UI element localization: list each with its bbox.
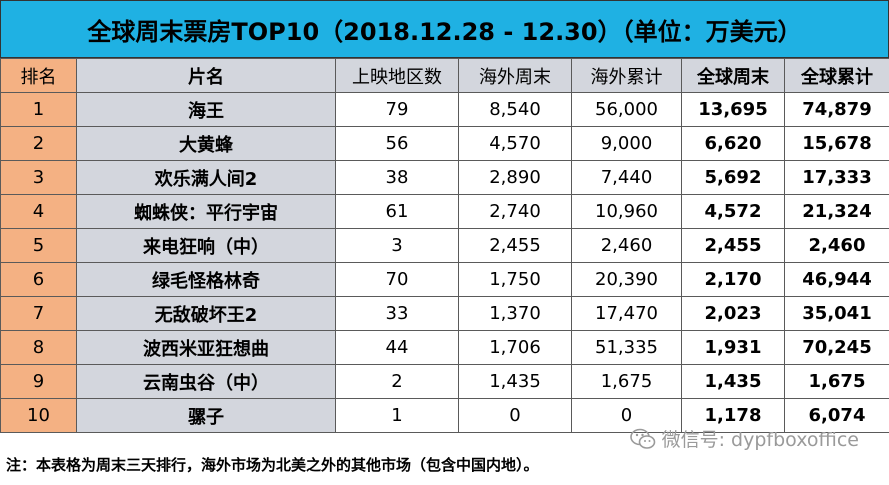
intl-total-cell: 10,960 — [571, 194, 682, 229]
table-header-row: 排名 片名 上映地区数 海外周末 海外累计 全球周末 全球累计 — [0, 58, 889, 93]
global-weekend-cell: 1,931 — [681, 330, 785, 365]
intl-weekend-cell: 1,750 — [458, 262, 572, 297]
rank-cell: 4 — [0, 194, 77, 229]
film-name-cell: 骡子 — [76, 398, 336, 433]
header-intl-total: 海外累计 — [571, 58, 682, 93]
intl-total-cell: 17,470 — [571, 296, 682, 331]
rank-cell: 2 — [0, 126, 77, 161]
rank-cell: 8 — [0, 330, 77, 365]
intl-total-cell: 51,335 — [571, 330, 682, 365]
film-name-cell: 来电狂响（中） — [76, 228, 336, 263]
film-name-cell: 波西米亚狂想曲 — [76, 330, 336, 365]
footnote: 注：本表格为周末三天排行，海外市场为北美之外的其他市场（包含中国内地）。 — [6, 456, 539, 474]
table-row: 7 无敌破坏王2 33 1,370 17,470 2,023 35,041 — [0, 296, 889, 331]
global-total-cell: 21,324 — [784, 194, 889, 229]
global-total-cell: 2,460 — [784, 228, 889, 263]
global-total-cell: 35,041 — [784, 296, 889, 331]
intl-weekend-cell: 2,890 — [458, 160, 572, 195]
film-name-cell: 云南虫谷（中） — [76, 364, 336, 399]
box-office-table: 排名 片名 上映地区数 海外周末 海外累计 全球周末 全球累计 1 海王 79 8,5… — [0, 58, 889, 433]
table-row: 3 欢乐满人间2 38 2,890 7,440 5,692 17,333 — [0, 160, 889, 195]
rank-cell: 1 — [0, 92, 77, 127]
regions-cell: 2 — [335, 364, 459, 399]
rank-cell: 3 — [0, 160, 77, 195]
regions-cell: 3 — [335, 228, 459, 263]
global-total-cell: 15,678 — [784, 126, 889, 161]
header-film: 片名 — [76, 58, 336, 93]
intl-weekend-cell: 4,570 — [458, 126, 572, 161]
intl-total-cell: 1,675 — [571, 364, 682, 399]
global-total-cell: 46,944 — [784, 262, 889, 297]
table-row: 8 波西米亚狂想曲 44 1,706 51,335 1,931 70,245 — [0, 330, 889, 365]
global-total-cell: 74,879 — [784, 92, 889, 127]
film-name-cell: 大黄蜂 — [76, 126, 336, 161]
intl-weekend-cell: 2,740 — [458, 194, 572, 229]
rank-cell: 7 — [0, 296, 77, 331]
global-weekend-cell: 6,620 — [681, 126, 785, 161]
intl-weekend-cell: 8,540 — [458, 92, 572, 127]
intl-weekend-cell: 1,435 — [458, 364, 572, 399]
table-row: 6 绿毛怪格林奇 70 1,750 20,390 2,170 46,944 — [0, 262, 889, 297]
intl-total-cell: 20,390 — [571, 262, 682, 297]
intl-weekend-cell: 2,455 — [458, 228, 572, 263]
header-intl-weekend: 海外周末 — [458, 58, 572, 93]
page-title: 全球周末票房TOP10（2018.12.28 - 12.30）（单位：万美元） — [0, 0, 889, 58]
header-regions: 上映地区数 — [335, 58, 459, 93]
header-rank: 排名 — [0, 58, 77, 93]
table-row: 4 蜘蛛侠：平行宇宙 61 2,740 10,960 4,572 21,324 — [0, 194, 889, 229]
rank-cell: 6 — [0, 262, 77, 297]
table-row: 1 海王 79 8,540 56,000 13,695 74,879 — [0, 92, 889, 127]
film-name-cell: 无敌破坏王2 — [76, 296, 336, 331]
rank-cell: 10 — [0, 398, 77, 433]
global-weekend-cell: 2,455 — [681, 228, 785, 263]
film-name-cell: 欢乐满人间2 — [76, 160, 336, 195]
intl-total-cell: 56,000 — [571, 92, 682, 127]
intl-total-cell: 7,440 — [571, 160, 682, 195]
watermark-text: 微信号: dypfboxoffice — [661, 429, 859, 451]
header-global-weekend: 全球周末 — [681, 58, 785, 93]
global-weekend-cell: 1,435 — [681, 364, 785, 399]
table-row: 9 云南虫谷（中） 2 1,435 1,675 1,435 1,675 — [0, 364, 889, 399]
regions-cell: 38 — [335, 160, 459, 195]
regions-cell: 79 — [335, 92, 459, 127]
rank-cell: 9 — [0, 364, 77, 399]
film-name-cell: 蜘蛛侠：平行宇宙 — [76, 194, 336, 229]
global-weekend-cell: 2,023 — [681, 296, 785, 331]
intl-weekend-cell: 0 — [458, 398, 572, 433]
regions-cell: 61 — [335, 194, 459, 229]
global-total-cell: 6,074 — [784, 398, 889, 433]
global-weekend-cell: 2,170 — [681, 262, 785, 297]
intl-total-cell: 0 — [571, 398, 682, 433]
header-global-total: 全球累计 — [784, 58, 889, 93]
table-row: 10 骡子 1 0 0 1,178 6,074 — [0, 398, 889, 433]
global-weekend-cell: 5,692 — [681, 160, 785, 195]
intl-total-cell: 9,000 — [571, 126, 682, 161]
film-name-cell: 海王 — [76, 92, 336, 127]
regions-cell: 1 — [335, 398, 459, 433]
global-weekend-cell: 13,695 — [681, 92, 785, 127]
global-total-cell: 1,675 — [784, 364, 889, 399]
regions-cell: 56 — [335, 126, 459, 161]
watermark: 微信号: dypfboxoffice — [629, 425, 859, 452]
table-row: 2 大黄蜂 56 4,570 9,000 6,620 15,678 — [0, 126, 889, 161]
film-name-cell: 绿毛怪格林奇 — [76, 262, 336, 297]
global-weekend-cell: 4,572 — [681, 194, 785, 229]
wechat-icon — [629, 428, 655, 449]
intl-weekend-cell: 1,706 — [458, 330, 572, 365]
rank-cell: 5 — [0, 228, 77, 263]
intl-total-cell: 2,460 — [571, 228, 682, 263]
global-total-cell: 70,245 — [784, 330, 889, 365]
global-weekend-cell: 1,178 — [681, 398, 785, 433]
regions-cell: 44 — [335, 330, 459, 365]
table-row: 5 来电狂响（中） 3 2,455 2,460 2,455 2,460 — [0, 228, 889, 263]
global-total-cell: 17,333 — [784, 160, 889, 195]
regions-cell: 33 — [335, 296, 459, 331]
intl-weekend-cell: 1,370 — [458, 296, 572, 331]
regions-cell: 70 — [335, 262, 459, 297]
